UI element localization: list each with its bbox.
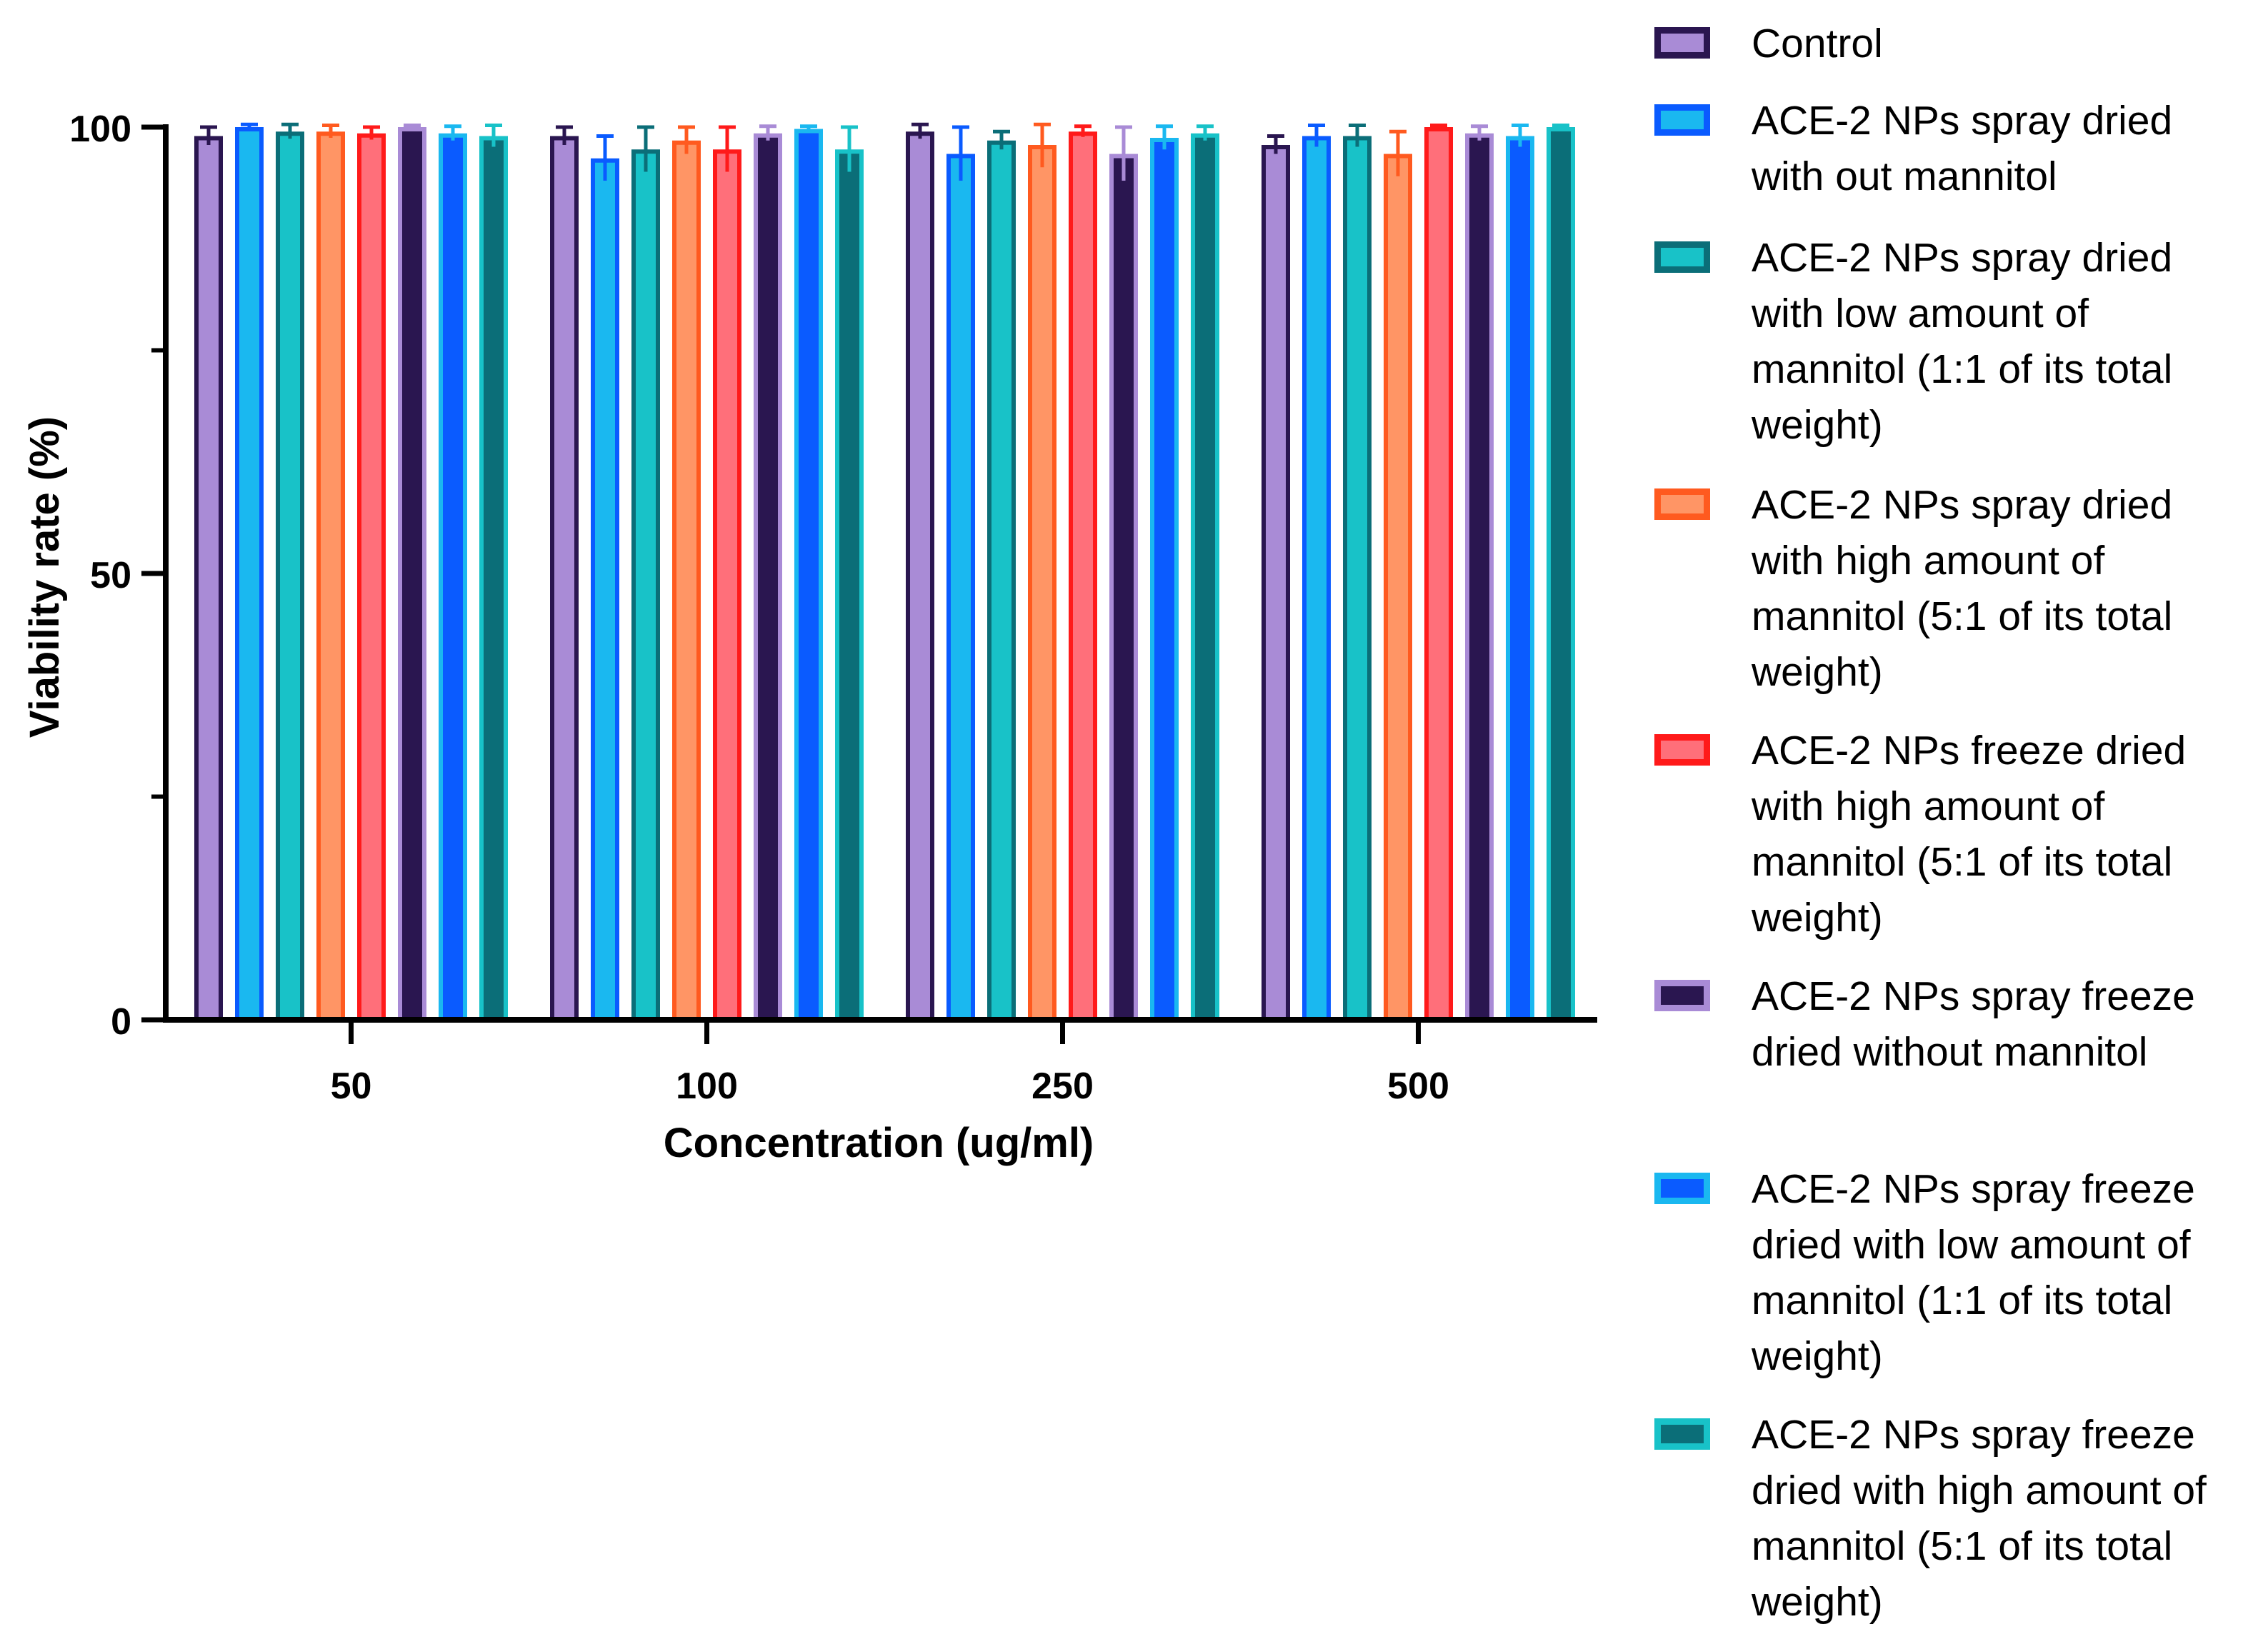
legend-swatch xyxy=(1654,734,1710,766)
legend-label: ACE-2 NPs freeze dried with high amount … xyxy=(1752,728,2187,941)
bar-250-series-6 xyxy=(1109,154,1138,1022)
bars-layer xyxy=(194,122,1575,1022)
bar-50-series-3 xyxy=(276,131,304,1022)
bar-500-series-4 xyxy=(1384,154,1412,1022)
legend-swatch xyxy=(1654,241,1710,273)
y-tick-label-100: 100 xyxy=(69,109,131,150)
bar-100-series-2 xyxy=(591,158,619,1022)
y-tick-label-0: 0 xyxy=(111,1001,131,1043)
x-tick-label-500: 500 xyxy=(1387,1066,1449,1107)
bar-100-series-1 xyxy=(550,136,579,1022)
bar-50-series-7 xyxy=(439,133,467,1022)
bar-50-series-8 xyxy=(479,136,508,1022)
legend-swatch xyxy=(1654,980,1710,1011)
bar-100-series-3 xyxy=(631,149,660,1022)
bar-250-series-8 xyxy=(1191,133,1219,1022)
legend-label: ACE-2 NPs spray freeze dried with low am… xyxy=(1752,1166,2195,1379)
legend-label: ACE-2 NPs spray dried with low amount of… xyxy=(1752,235,2173,448)
bar-100-series-7 xyxy=(794,129,823,1022)
legend-swatch xyxy=(1654,27,1710,59)
bar-250-series-3 xyxy=(987,140,1016,1022)
legend-label: ACE-2 NPs spray freeze dried with high a… xyxy=(1752,1412,2207,1625)
legend-swatch xyxy=(1654,1173,1710,1204)
x-tick-label-100: 100 xyxy=(676,1066,738,1107)
bar-500-series-6 xyxy=(1465,133,1494,1022)
bar-50-series-6 xyxy=(398,127,426,1022)
bar-500-series-7 xyxy=(1506,136,1534,1022)
x-axis-label: Concentration (ug/ml) xyxy=(664,1120,1094,1166)
bar-250-series-1 xyxy=(906,131,934,1022)
legend-swatch xyxy=(1654,488,1710,520)
bar-500-series-2 xyxy=(1302,136,1331,1022)
bar-100-series-8 xyxy=(835,149,864,1022)
bar-100-series-4 xyxy=(672,140,701,1022)
bar-250-series-5 xyxy=(1069,131,1097,1022)
bar-500-series-5 xyxy=(1424,127,1453,1022)
bar-500-series-3 xyxy=(1343,136,1372,1022)
legend-label: Control xyxy=(1752,21,1883,66)
bar-100-series-6 xyxy=(754,133,782,1022)
bar-500-series-1 xyxy=(1262,145,1290,1022)
bar-50-series-2 xyxy=(235,127,264,1022)
legend-label: ACE-2 NPs spray dried with out mannitol xyxy=(1752,98,2173,199)
x-tick-label-50: 50 xyxy=(331,1066,372,1107)
legend-label: ACE-2 NPs spray dried with high amount o… xyxy=(1752,482,2173,695)
y-tick-label-50: 50 xyxy=(90,555,131,596)
bar-50-series-4 xyxy=(316,131,345,1022)
y-axis-label: Viability rate (%) xyxy=(21,416,68,738)
bar-100-series-5 xyxy=(713,149,741,1022)
axes-layer: 0 50 100 50 100 250 500 xyxy=(69,109,1597,1107)
bar-250-series-7 xyxy=(1150,138,1179,1022)
bar-50-series-1 xyxy=(194,136,223,1022)
legend-swatch xyxy=(1654,104,1710,136)
bar-500-series-8 xyxy=(1547,127,1575,1022)
bar-250-series-4 xyxy=(1028,145,1056,1022)
x-tick-label-250: 250 xyxy=(1031,1066,1094,1107)
bar-250-series-2 xyxy=(946,154,975,1022)
bar-50-series-5 xyxy=(357,133,386,1022)
legend-label: ACE-2 NPs spray freeze dried without man… xyxy=(1752,973,2195,1075)
legend-swatch xyxy=(1654,1418,1710,1450)
